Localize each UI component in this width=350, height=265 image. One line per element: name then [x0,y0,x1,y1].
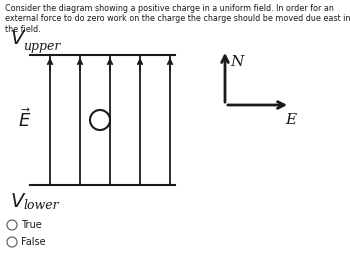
Text: Consider the diagram showing a positive charge in a uniform field. In order for : Consider the diagram showing a positive … [5,4,350,34]
Text: $V$: $V$ [10,192,27,211]
Text: lower: lower [23,199,59,212]
Text: E: E [285,113,296,127]
Text: False: False [21,237,46,247]
Text: upper: upper [23,40,60,53]
Text: True: True [21,220,42,230]
Text: N: N [230,55,243,69]
Text: $\vec{E}$: $\vec{E}$ [18,109,32,131]
Text: $V$: $V$ [10,29,27,48]
